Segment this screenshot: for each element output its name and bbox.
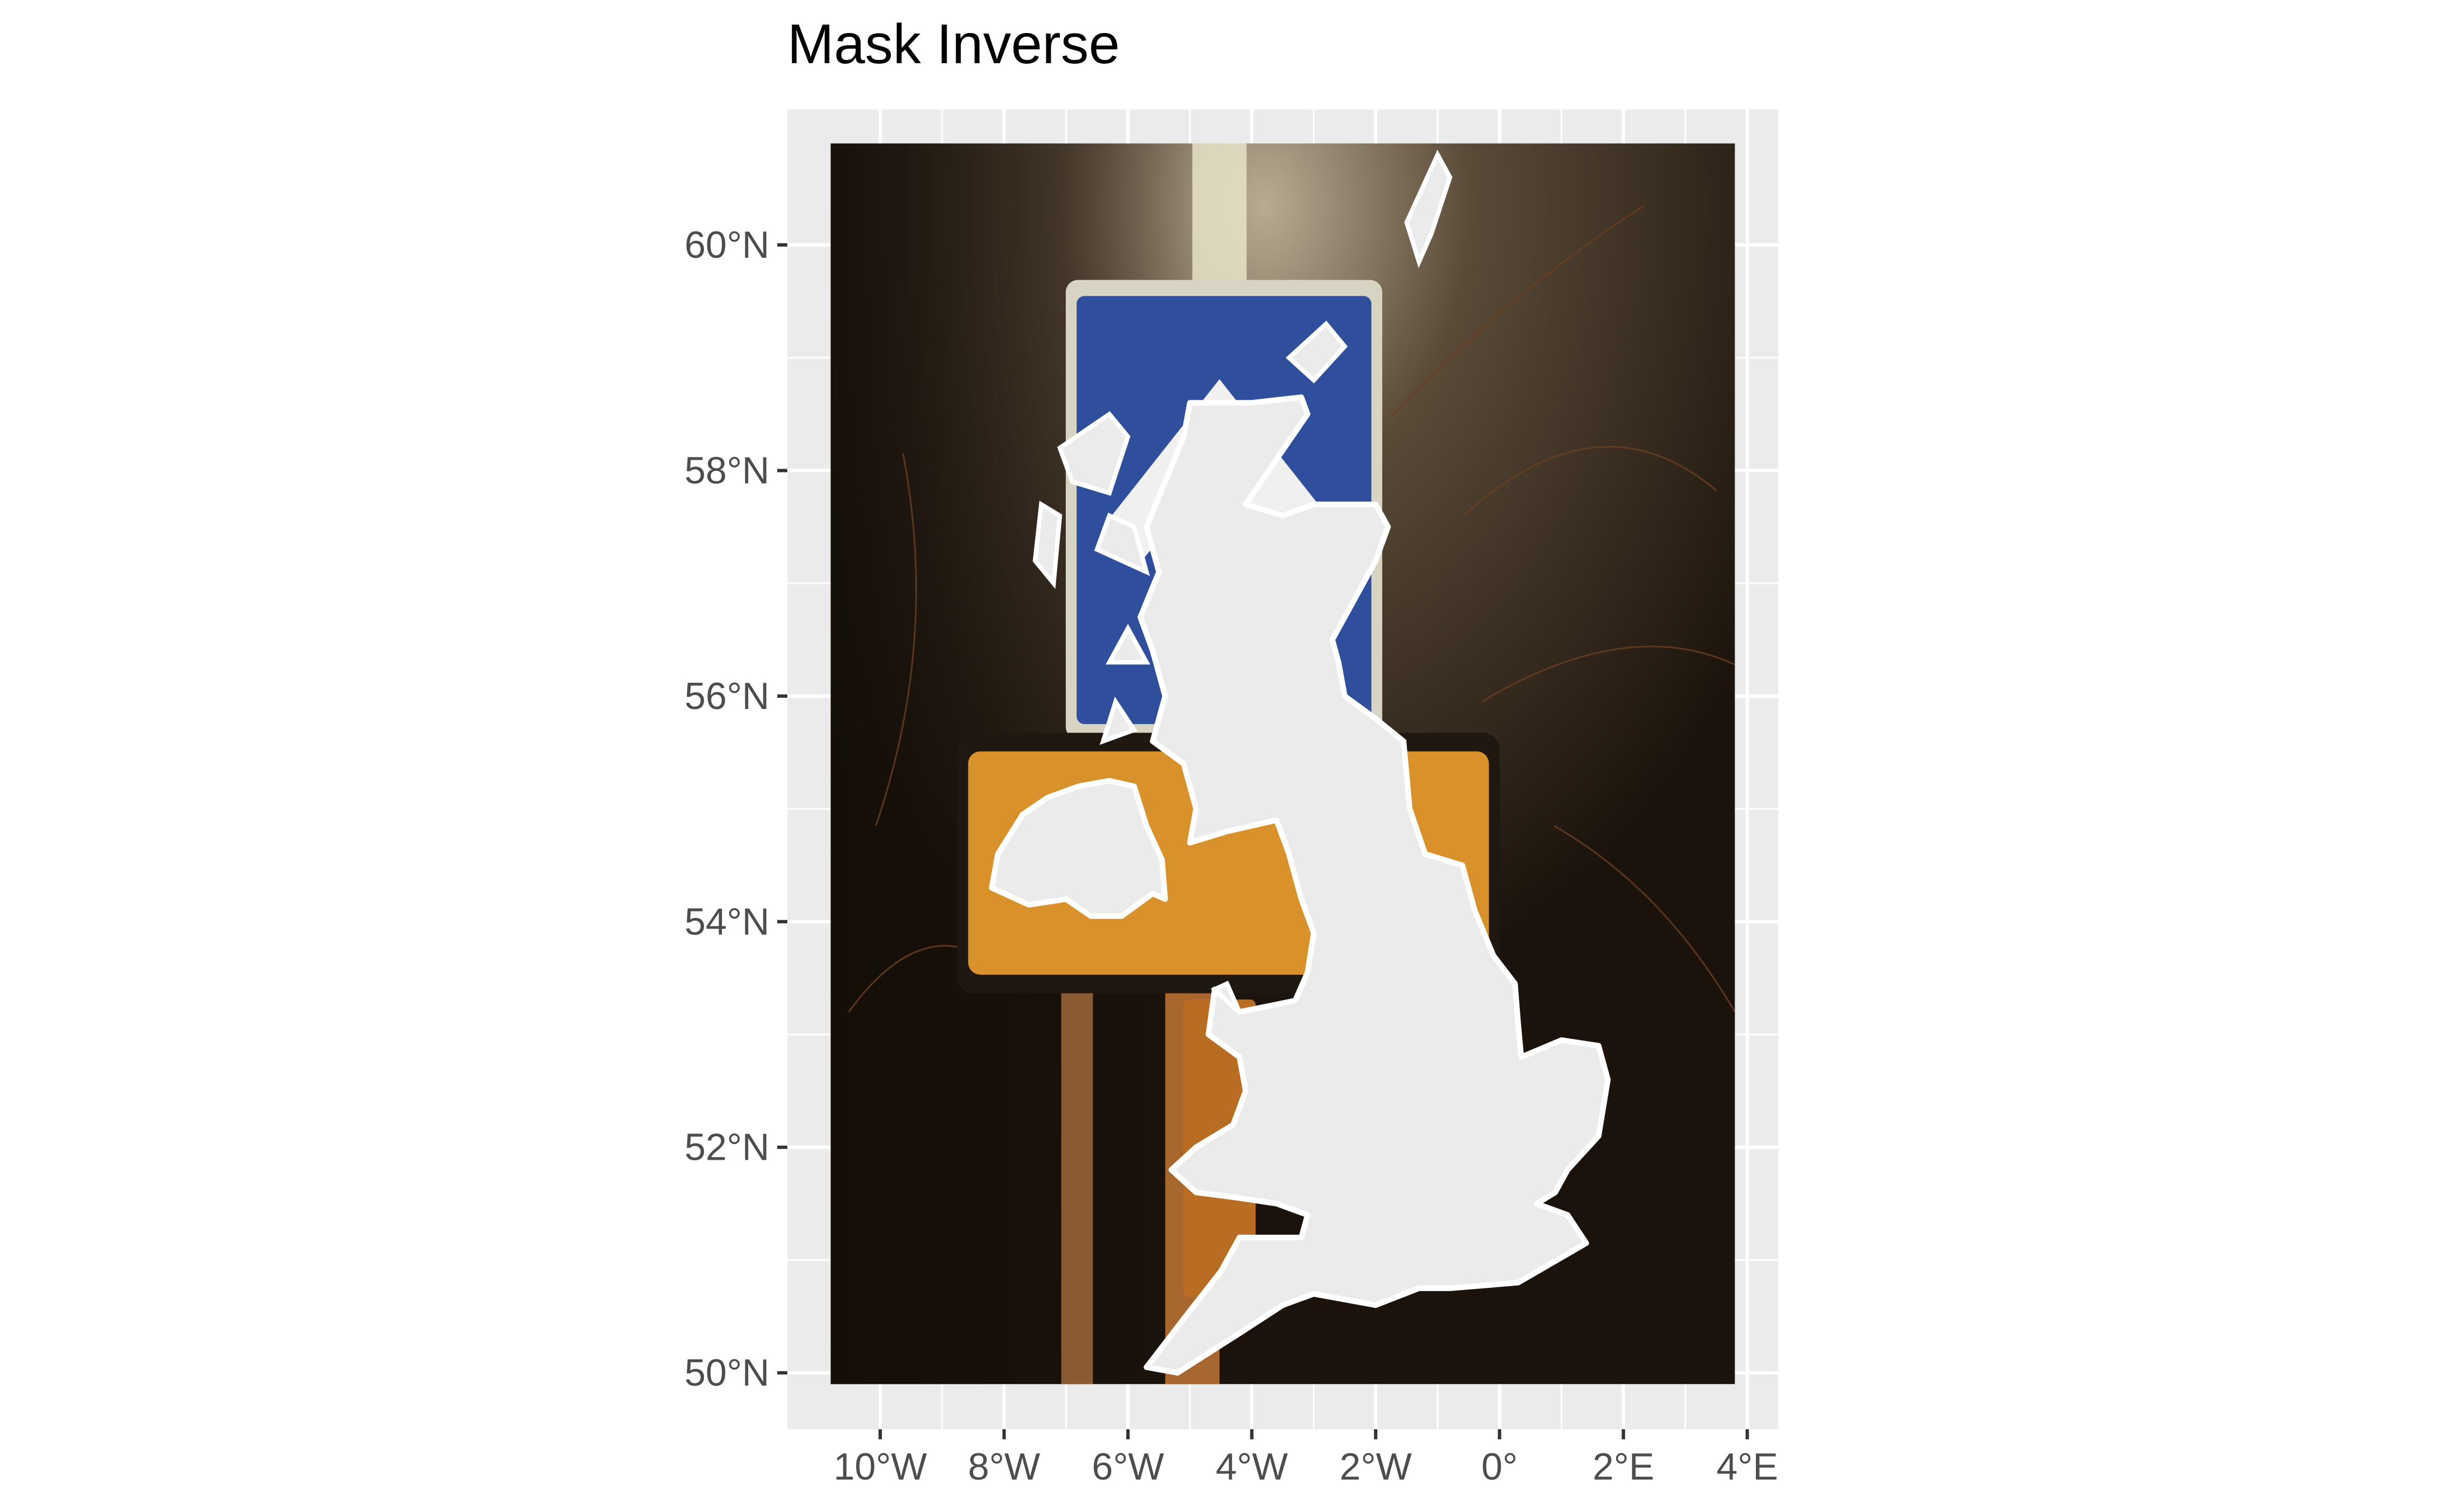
tree-branch [875,453,917,826]
x-tick-label: 2°W [1340,1445,1412,1488]
y-tick-label: 52°N [684,1126,769,1169]
x-tick-label: 10°W [834,1445,927,1488]
sign-pole-left [1061,987,1093,1385]
tree-branch [1390,205,1645,417]
tree-branch [1553,825,1735,1013]
tree-branch [1463,446,1718,517]
island-mask [1404,149,1453,268]
island-mask [1099,696,1138,745]
island-mask [1106,623,1151,665]
island-mask-shapes [1032,149,1453,1014]
island-mask [1032,500,1062,589]
x-tick-label: 8°W [968,1445,1040,1488]
y-tick-label: 50°N [684,1352,769,1394]
x-axis: 10°W 8°W 6°W 4°W 2°W 0° 2°E 4°E [834,1429,1778,1488]
y-axis: 50°N 52°N 54°N 56°N 58°N 60°N [684,224,787,1394]
x-tick-label: 4°E [1716,1445,1778,1488]
island-mask [1211,980,1242,1014]
northern-ireland-mask-shape [989,778,1168,919]
x-tick-label: 4°W [1216,1445,1288,1488]
x-tick-label: 2°E [1593,1445,1654,1488]
x-tick-label: 0° [1481,1445,1518,1488]
island-mask [1286,320,1348,384]
y-tick-label: 60°N [684,224,769,266]
tree-branch [1481,645,1735,703]
island-mask [1057,411,1131,496]
y-tick-label: 56°N [684,675,769,717]
uk-mask-shape [1137,394,1611,1376]
street-lamp-glow [1192,143,1247,305]
map-title: Mask Inverse [787,13,1120,75]
y-tick-label: 54°N [684,900,769,943]
y-tick-label: 58°N [684,449,769,492]
x-tick-label: 6°W [1092,1445,1164,1488]
island-mask [1094,512,1150,577]
